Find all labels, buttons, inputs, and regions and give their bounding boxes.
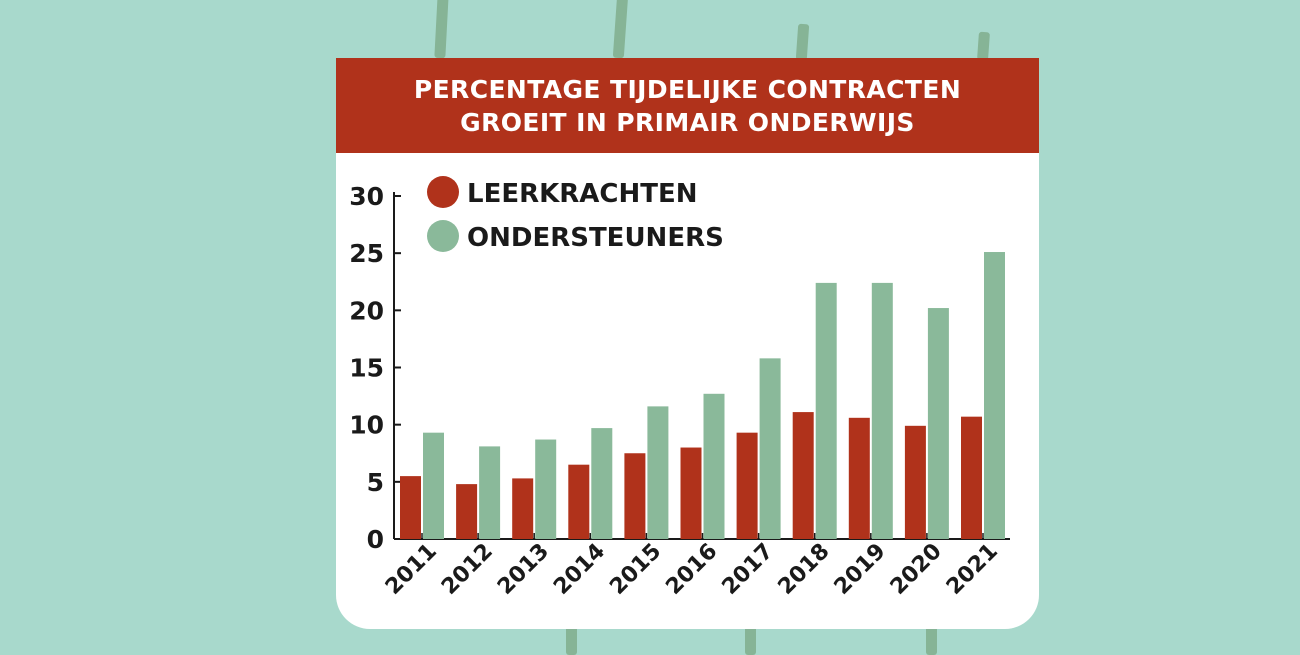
bar-ondersteuners-2014 bbox=[591, 428, 613, 539]
y-tick-label: 30 bbox=[349, 182, 384, 211]
y-tick-label: 20 bbox=[349, 296, 384, 325]
y-tick-label: 15 bbox=[349, 354, 384, 383]
legend-label-leerkrachten: LEERKRACHTEN bbox=[467, 179, 698, 209]
x-tick-label: 2012 bbox=[437, 539, 498, 600]
bar-ondersteuners-2011 bbox=[423, 432, 444, 539]
bar-leerkrachten-2017 bbox=[736, 432, 758, 539]
legend-label-ondersteuners: ONDERSTEUNERS bbox=[467, 223, 724, 253]
x-tick-label: 2014 bbox=[549, 539, 610, 600]
x-tick-label: 2021 bbox=[942, 539, 1003, 600]
background-stroke bbox=[745, 625, 756, 655]
bar-ondersteuners-2016 bbox=[703, 393, 725, 539]
bar-leerkrachten-2021 bbox=[961, 416, 982, 539]
x-tick-label: 2015 bbox=[605, 539, 666, 600]
x-tick-label: 2016 bbox=[661, 539, 722, 600]
background-stroke bbox=[926, 625, 937, 655]
chart-title: PERCENTAGE TIJDELIJKE CONTRACTEN GROEIT … bbox=[413, 74, 962, 137]
y-tick-label: 10 bbox=[349, 411, 384, 440]
legend-marker-leerkrachten bbox=[427, 176, 459, 208]
bar-ondersteuners-2013 bbox=[535, 439, 557, 539]
bar-ondersteuners-2019 bbox=[871, 282, 893, 539]
bar-ondersteuners-2015 bbox=[647, 406, 669, 539]
background-stroke bbox=[566, 625, 577, 655]
bar-leerkrachten-2011 bbox=[400, 476, 421, 539]
x-tick-label: 2011 bbox=[381, 539, 442, 600]
bar-ondersteuners-2017 bbox=[759, 358, 781, 539]
bar-ondersteuners-2020 bbox=[927, 308, 949, 539]
x-tick-label: 2017 bbox=[718, 539, 779, 600]
y-tick-label: 0 bbox=[367, 525, 384, 554]
bar-leerkrachten-2020 bbox=[904, 425, 926, 539]
bar-leerkrachten-2012 bbox=[456, 484, 478, 539]
bar-leerkrachten-2013 bbox=[512, 478, 534, 539]
bar-ondersteuners-2012 bbox=[479, 446, 501, 539]
bar-leerkrachten-2015 bbox=[624, 453, 646, 539]
x-tick-label: 2013 bbox=[493, 539, 554, 600]
y-tick-label: 5 bbox=[367, 468, 384, 497]
bar-leerkrachten-2016 bbox=[680, 447, 702, 539]
bar-leerkrachten-2018 bbox=[792, 412, 814, 539]
title-banner: PERCENTAGE TIJDELIJKE CONTRACTEN GROEIT … bbox=[336, 58, 1039, 153]
x-tick-label: 2019 bbox=[830, 539, 891, 600]
bar-leerkrachten-2014 bbox=[568, 464, 590, 539]
x-tick-label: 2018 bbox=[774, 539, 835, 600]
bar-ondersteuners-2018 bbox=[815, 282, 837, 539]
y-tick-label: 25 bbox=[349, 239, 384, 268]
bar-leerkrachten-2019 bbox=[848, 417, 870, 539]
bar-ondersteuners-2021 bbox=[984, 252, 1005, 540]
legend-marker-ondersteuners bbox=[427, 220, 459, 252]
x-tick-label: 2020 bbox=[886, 539, 947, 600]
